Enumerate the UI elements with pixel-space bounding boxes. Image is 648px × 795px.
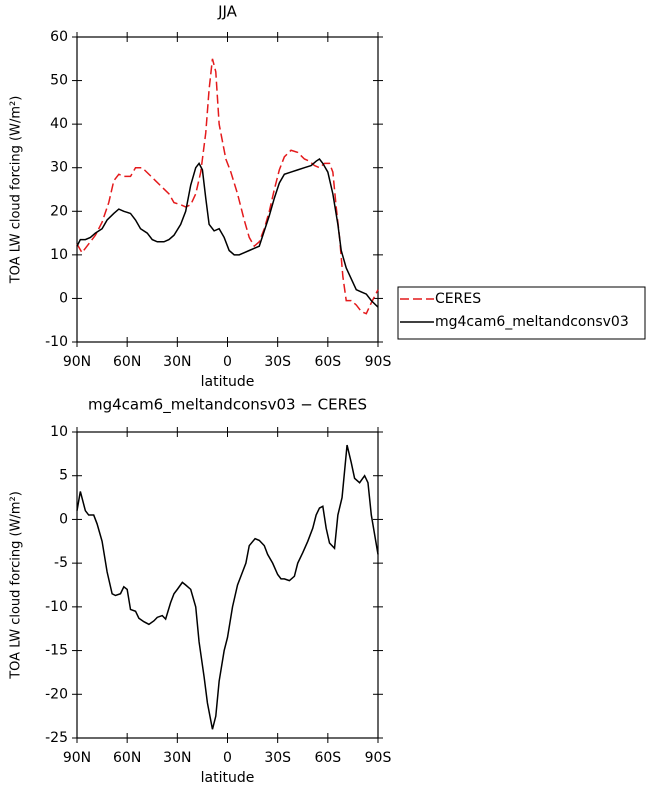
- y-tick-label: 30: [50, 160, 68, 176]
- plot-frame: [76, 36, 379, 343]
- y-tick-label: -10: [45, 334, 68, 350]
- y-axis-label: TOA LW cloud forcing (W/m²): [9, 96, 24, 285]
- x-tick-label: 30S: [264, 354, 291, 370]
- data-line: [76, 58, 379, 315]
- y-tick-label: 10: [50, 247, 68, 263]
- y-tick-label: 0: [59, 511, 68, 527]
- y-tick-label: -15: [45, 643, 68, 659]
- x-tick-label: 30S: [264, 750, 291, 766]
- plot-frame: [76, 431, 379, 739]
- y-tick-label: 20: [50, 203, 68, 219]
- data-line: [76, 157, 379, 308]
- y-tick-label: 50: [50, 73, 68, 89]
- y-tick-label: -5: [54, 555, 68, 571]
- y-tick-label: 5: [59, 468, 68, 484]
- x-tick-label: 90S: [365, 750, 392, 766]
- x-tick-label: 60S: [314, 354, 341, 370]
- legend-label: mg4cam6_meltandconsv03: [435, 314, 629, 330]
- chart-title: mg4cam6_meltandconsv03 − CERES: [88, 396, 367, 415]
- x-tick-label: 90N: [63, 354, 91, 370]
- y-tick-label: 0: [59, 290, 68, 306]
- x-tick-label: 60S: [314, 750, 341, 766]
- y-tick-label: -20: [45, 686, 68, 702]
- x-tick-label: 30N: [163, 354, 191, 370]
- y-tick-label: -10: [45, 599, 68, 615]
- x-tick-label: 30N: [163, 750, 191, 766]
- x-tick-label: 60N: [113, 354, 141, 370]
- x-axis-label: latitude: [201, 770, 255, 786]
- y-axis-label: TOA LW cloud forcing (W/m²): [9, 491, 24, 680]
- y-tick-label: 40: [50, 116, 68, 132]
- x-axis-label: latitude: [201, 374, 255, 390]
- x-tick-label: 60N: [113, 750, 141, 766]
- x-tick-label: 0: [223, 750, 232, 766]
- y-tick-label: -25: [45, 730, 68, 746]
- data-line: [76, 444, 379, 730]
- legend-box: [397, 286, 646, 340]
- y-tick-label: 10: [50, 424, 68, 440]
- x-tick-label: 90S: [365, 354, 392, 370]
- y-tick-label: 60: [50, 29, 68, 45]
- legend-label: CERES: [435, 291, 481, 307]
- x-tick-label: 0: [223, 354, 232, 370]
- chart-title: JJA: [217, 3, 238, 21]
- x-tick-label: 90N: [63, 750, 91, 766]
